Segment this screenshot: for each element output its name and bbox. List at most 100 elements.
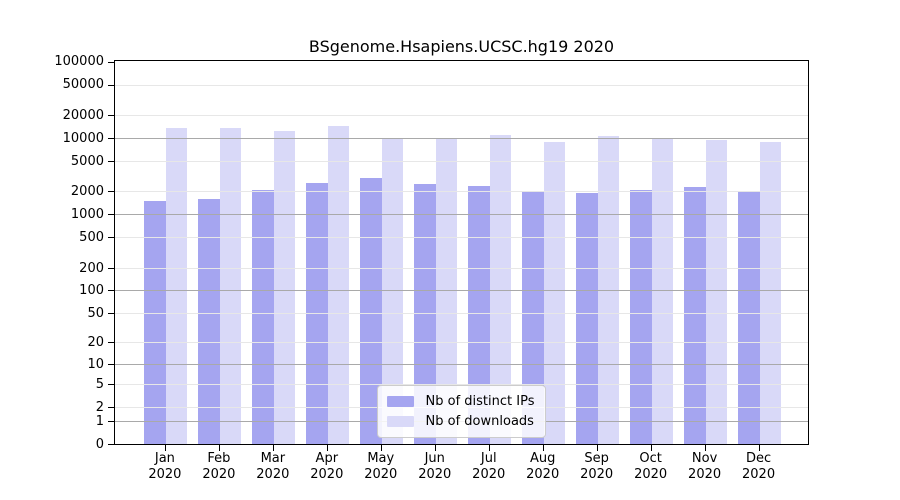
y-tick-5 (108, 384, 114, 386)
legend: Nb of distinct IPs Nb of downloads (376, 385, 547, 438)
y-tick-label-20: 20 (87, 335, 104, 351)
y-tick-2 (108, 407, 114, 409)
bar-downloads-jul (489, 134, 512, 444)
bar-downloads-apr (327, 125, 350, 444)
gridline-20 (115, 342, 808, 344)
x-tick-label-mar: Mar 2020 (241, 451, 305, 483)
y-tick-label-500: 500 (79, 230, 104, 246)
y-tick-1 (108, 420, 114, 422)
legend-swatch-distinct-ips (386, 396, 414, 407)
y-tick-10 (108, 363, 114, 365)
bar-downloads-nov (705, 139, 728, 444)
bar-downloads-jan (165, 127, 188, 444)
x-tick-label-may: May 2020 (349, 451, 413, 483)
x-tick-feb (219, 445, 221, 451)
bar-downloads-aug (543, 141, 566, 444)
y-tick-2000 (108, 191, 114, 193)
x-label-month: Oct (639, 451, 662, 466)
x-label-month: Mar (260, 451, 286, 466)
x-tick-label-sep: Sep 2020 (565, 451, 629, 483)
x-label-month: Aug (529, 451, 556, 466)
x-label-year: 2020 (418, 467, 452, 482)
y-tick-label-0: 0 (95, 436, 104, 452)
y-tick-label-5000: 5000 (70, 153, 104, 169)
gridline-5000 (115, 160, 808, 162)
bar-distinct-ips-sep (576, 192, 598, 444)
x-label-year: 2020 (526, 467, 560, 482)
legend-swatch-downloads (386, 416, 414, 427)
bar-distinct-ips-feb (198, 199, 220, 444)
y-tick-20000 (108, 114, 114, 116)
x-label-month: Jun (424, 451, 445, 466)
y-tick-label-2: 2 (95, 400, 104, 416)
y-tick-label-200: 200 (79, 260, 104, 276)
y-tick-label-10000: 10000 (62, 130, 104, 146)
bar-distinct-ips-oct (630, 189, 652, 444)
gridline-100 (115, 290, 808, 292)
gridline-10000 (115, 137, 808, 139)
gridline-50000 (115, 84, 808, 86)
y-tick-500 (108, 237, 114, 239)
x-tick-oct (651, 445, 653, 451)
x-label-year: 2020 (310, 467, 344, 482)
legend-label-downloads: Nb of downloads (425, 414, 534, 429)
y-tick-label-50000: 50000 (62, 77, 104, 93)
y-tick-50 (108, 313, 114, 315)
x-tick-mar (273, 445, 275, 451)
x-label-month: Nov (691, 451, 718, 466)
x-tick-jan (165, 445, 167, 451)
gridline-2000 (115, 191, 808, 193)
x-label-year: 2020 (688, 467, 722, 482)
x-label-year: 2020 (148, 467, 182, 482)
gridline-1000 (115, 214, 808, 216)
legend-item-downloads: Nb of downloads (386, 413, 535, 430)
x-tick-label-nov: Nov 2020 (673, 451, 737, 483)
x-tick-may (381, 445, 383, 451)
x-tick-sep (597, 445, 599, 451)
legend-item-distinct-ips: Nb of distinct IPs (386, 393, 534, 410)
x-label-year: 2020 (472, 467, 506, 482)
x-label-year: 2020 (256, 467, 290, 482)
gridline-500 (115, 237, 808, 239)
bar-distinct-ips-may (360, 177, 382, 444)
x-label-year: 2020 (580, 467, 614, 482)
x-tick-label-jun: Jun 2020 (403, 451, 467, 483)
y-tick-0 (108, 443, 114, 445)
gridline-200 (115, 267, 808, 269)
y-tick-label-100000: 100000 (54, 54, 104, 70)
x-label-month: Jan (154, 451, 175, 466)
x-tick-dec (759, 445, 761, 451)
y-tick-label-1000: 1000 (70, 207, 104, 223)
bar-distinct-ips-jan (144, 201, 166, 444)
x-tick-apr (327, 445, 329, 451)
bar-downloads-dec (759, 142, 782, 444)
y-tick-100 (108, 290, 114, 292)
x-tick-label-feb: Feb 2020 (187, 451, 251, 483)
x-tick-label-oct: Oct 2020 (619, 451, 683, 483)
bar-downloads-sep (597, 136, 620, 444)
x-tick-jul (489, 445, 491, 451)
x-label-month: Feb (207, 451, 231, 466)
y-tick-label-50: 50 (87, 306, 104, 322)
bar-distinct-ips-jul (468, 185, 490, 444)
gridline-50 (115, 313, 808, 315)
x-tick-label-jul: Jul 2020 (457, 451, 521, 483)
bar-downloads-feb (219, 128, 242, 444)
x-label-month: May (367, 451, 395, 466)
x-label-month: Jul (480, 451, 497, 466)
x-label-month: Apr (315, 451, 339, 466)
x-tick-aug (543, 445, 545, 451)
bar-distinct-ips-mar (252, 190, 274, 444)
y-tick-50000 (108, 84, 114, 86)
y-tick-label-5: 5 (95, 377, 104, 393)
y-tick-label-100: 100 (79, 283, 104, 299)
x-tick-label-aug: Aug 2020 (511, 451, 575, 483)
x-label-month: Sep (584, 451, 609, 466)
y-tick-label-10: 10 (87, 356, 104, 372)
y-tick-label-1: 1 (95, 413, 104, 429)
x-tick-nov (705, 445, 707, 451)
x-tick-label-apr: Apr 2020 (295, 451, 359, 483)
bar-distinct-ips-aug (522, 191, 544, 444)
x-label-month: Dec (745, 451, 772, 466)
